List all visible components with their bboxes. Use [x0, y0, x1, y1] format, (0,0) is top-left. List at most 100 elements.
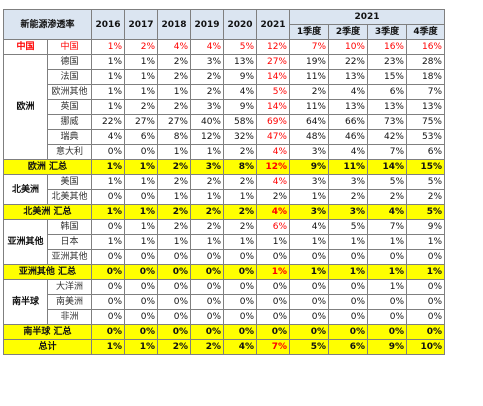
country-label: 欧洲其他 — [47, 84, 92, 100]
value-cell: 1% — [91, 69, 125, 85]
value-cell: 16% — [367, 39, 407, 55]
value-cell: 3% — [289, 144, 329, 160]
table-row: 北美洲 美国 1% 1% 2% 2% 2% 4% 3% 3% 5% 5% — [3, 174, 445, 205]
value-cell: 1% — [91, 39, 125, 55]
value-cell: 3% — [328, 174, 368, 190]
value-cell: 0% — [328, 249, 368, 265]
value-cell: 4% — [367, 204, 407, 220]
value-cell: 1% — [124, 204, 158, 220]
value-cell: 9% — [223, 99, 257, 115]
value-cell: 1% — [157, 84, 191, 100]
value-cell: 0% — [367, 309, 407, 325]
value-cell: 0% — [157, 294, 191, 310]
value-cell: 2% — [328, 189, 368, 205]
value-cell: 23% — [367, 54, 407, 70]
value-cell: 7% — [406, 84, 445, 100]
value-cell: 0% — [157, 324, 191, 340]
value-cell: 1% — [91, 84, 125, 100]
value-cell: 7% — [367, 144, 407, 160]
year-header: 2016 — [91, 9, 125, 40]
summary-label: 亚洲其他 汇总 — [3, 264, 92, 280]
quarter-header: 1季度 — [289, 24, 329, 40]
value-cell: 4% — [91, 129, 125, 145]
value-cell: 8% — [223, 159, 257, 175]
value-cell: 0% — [289, 279, 329, 295]
value-cell: 1% — [256, 264, 290, 280]
value-cell: 1% — [190, 189, 224, 205]
region-label: 欧洲 — [3, 54, 48, 160]
value-cell: 0% — [328, 324, 368, 340]
value-cell: 16% — [406, 39, 445, 55]
value-cell: 4% — [256, 204, 290, 220]
year-header: 2018 — [157, 9, 191, 40]
value-cell: 10% — [406, 339, 445, 355]
value-cell: 0% — [157, 279, 191, 295]
value-cell: 0% — [190, 279, 224, 295]
region-label: 中国 — [3, 39, 48, 55]
summary-row: 欧洲 汇总 1% 1% 2% 3% 8% 12% 9% 11% 14% 15% — [3, 159, 445, 175]
value-cell: 9% — [406, 219, 445, 235]
value-cell: 0% — [367, 324, 407, 340]
value-cell: 11% — [328, 159, 368, 175]
value-cell: 2% — [190, 339, 224, 355]
value-cell: 0% — [91, 309, 125, 325]
value-cell: 1% — [328, 264, 368, 280]
value-cell: 1% — [289, 264, 329, 280]
penetration-table: 新能源渗透率 2016 2017 2018 2019 2020 2021 2021 1季度 2季度… — [3, 9, 445, 355]
value-cell: 0% — [157, 309, 191, 325]
value-cell: 0% — [190, 249, 224, 265]
value-cell: 47% — [256, 129, 290, 145]
value-cell: 13% — [367, 99, 407, 115]
table-row: 非洲 0% 0% 0% 0% 0% 0% 0% 0% 0% 0% — [4, 309, 445, 325]
country-label: 中国 — [47, 39, 92, 55]
value-cell: 0% — [223, 294, 257, 310]
country-label: 南美洲 — [47, 294, 92, 310]
value-cell: 2% — [157, 159, 191, 175]
table-row: 中国 中国 1% 2% 4% 4% 5% 12% 7% 10% 16% 16% — [3, 39, 445, 55]
value-cell: 2% — [157, 219, 191, 235]
value-cell: 7% — [256, 339, 290, 355]
value-cell: 0% — [223, 249, 257, 265]
value-cell: 27% — [256, 54, 290, 70]
value-cell: 32% — [223, 129, 257, 145]
value-cell: 0% — [223, 324, 257, 340]
value-cell: 9% — [289, 159, 329, 175]
value-cell: 9% — [367, 339, 407, 355]
value-cell: 0% — [91, 294, 125, 310]
value-cell: 1% — [124, 84, 158, 100]
value-cell: 0% — [190, 264, 224, 280]
quarter-header: 4季度 — [406, 24, 445, 40]
value-cell: 46% — [328, 129, 368, 145]
value-cell: 27% — [157, 114, 191, 130]
value-cell: 4% — [223, 339, 257, 355]
value-cell: 5% — [289, 339, 329, 355]
value-cell: 2% — [157, 339, 191, 355]
summary-label: 总计 — [3, 339, 92, 355]
value-cell: 13% — [406, 99, 445, 115]
value-cell: 2% — [124, 99, 158, 115]
value-cell: 2% — [190, 69, 224, 85]
value-cell: 0% — [91, 249, 125, 265]
quarter-group-header: 2021 — [289, 9, 445, 25]
value-cell: 3% — [190, 99, 224, 115]
header-row: 新能源渗透率 2016 2017 2018 2019 2020 2021 2021 — [3, 9, 445, 40]
value-cell: 1% — [289, 189, 329, 205]
value-cell: 0% — [124, 309, 158, 325]
value-cell: 15% — [367, 69, 407, 85]
value-cell: 0% — [256, 324, 290, 340]
value-cell: 2% — [367, 189, 407, 205]
value-cell: 10% — [328, 39, 368, 55]
value-cell: 0% — [256, 249, 290, 265]
value-cell: 1% — [367, 234, 407, 250]
table-row: 瑞典 4% 6% 8% 12% 32% 47% 48% 46% 42% 53% — [4, 129, 445, 145]
value-cell: 6% — [367, 84, 407, 100]
value-cell: 0% — [91, 189, 125, 205]
table-container: 新能源渗透率 2016 2017 2018 2019 2020 2021 2021 1季度 2季度… — [3, 9, 445, 355]
value-cell: 12% — [190, 129, 224, 145]
value-cell: 0% — [406, 309, 445, 325]
table-row: 北美其他 0% 0% 1% 1% 1% 2% 1% 2% 2% 2% — [4, 189, 445, 205]
value-cell: 66% — [328, 114, 368, 130]
country-label: 美国 — [47, 174, 92, 190]
value-cell: 4% — [256, 144, 290, 160]
value-cell: 0% — [190, 309, 224, 325]
